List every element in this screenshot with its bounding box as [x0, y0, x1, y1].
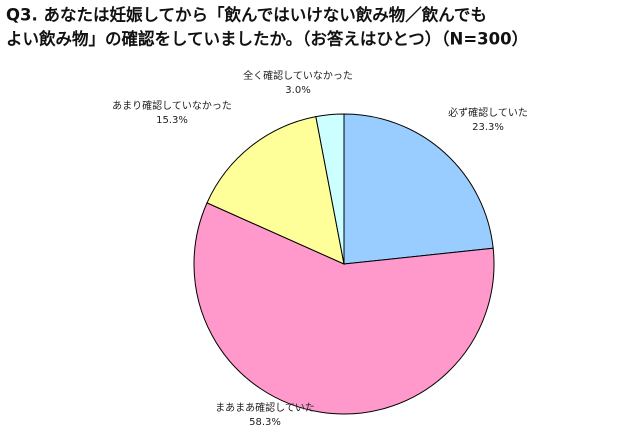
pie-slice: [343, 113, 494, 265]
value-label: 3.0%: [285, 85, 310, 96]
slice-label: 必ず確認していた: [448, 106, 528, 119]
value-label: 58.3%: [249, 417, 281, 428]
slice-label: あまり確認していなかった: [112, 99, 232, 112]
slice-label: 全く確認していなかった: [243, 69, 353, 82]
chart-title: よい飲み物」の確認をしていましたか。（お答えはひとつ）（N=300）: [6, 29, 528, 49]
slice-label: まあまあ確認していた: [215, 401, 315, 414]
pie-slice: [193, 202, 495, 415]
value-label: 23.3%: [472, 122, 504, 133]
pie-slice: [206, 116, 345, 265]
value-label: 15.3%: [156, 115, 188, 126]
pie-slice: [315, 113, 345, 265]
chart-title: Q3. あなたは妊娠してから「飲んではいけない飲み物／飲んでも: [6, 5, 487, 25]
